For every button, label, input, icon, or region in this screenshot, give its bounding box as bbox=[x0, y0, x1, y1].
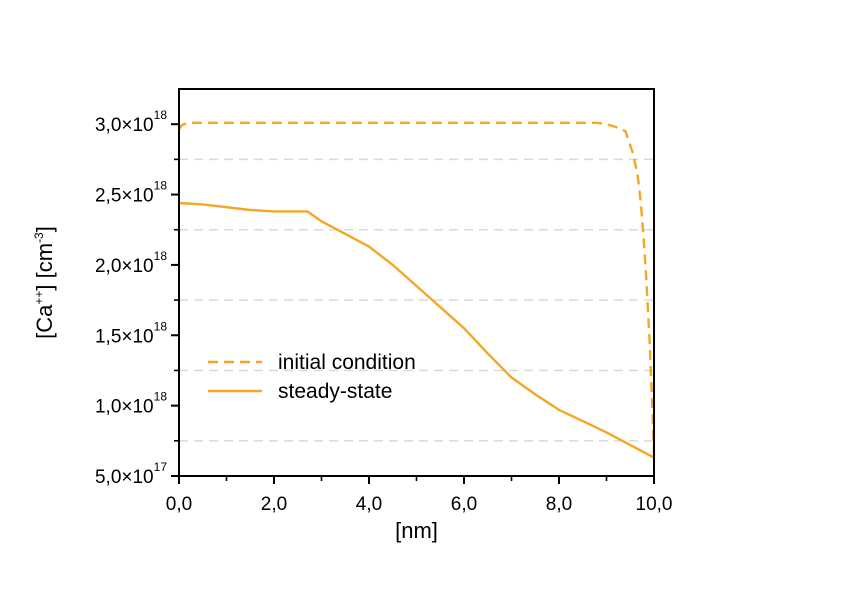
y-tick-exponent: 18 bbox=[154, 319, 168, 333]
y-tick-label-0: 5,0×1017 bbox=[95, 460, 167, 488]
series-lines bbox=[177, 121, 656, 459]
y-tick-mantissa: 2,5×10 bbox=[95, 186, 154, 207]
y-tick-exponent: 18 bbox=[154, 108, 168, 122]
y-tick-mantissa: 2,0×10 bbox=[95, 256, 154, 277]
x-axis-title: [nm] bbox=[395, 518, 438, 543]
legend: initial condition steady-state bbox=[208, 351, 416, 403]
y-title-middle: ] [cm bbox=[32, 243, 57, 291]
y-title-prefix-sup: ++ bbox=[32, 291, 46, 305]
x-tick-label-5: 10,0 bbox=[636, 494, 673, 515]
y-tick-label-4: 2,5×1018 bbox=[95, 179, 167, 207]
y-tick-exponent: 18 bbox=[154, 249, 168, 263]
y-title-prefix: [Ca bbox=[32, 304, 57, 339]
y-axis-title: [Ca++] [cm-3] bbox=[32, 226, 57, 339]
x-tick-label-3: 6,0 bbox=[451, 494, 477, 515]
y-title-suffix: ] bbox=[32, 226, 57, 232]
grid-lines bbox=[179, 158, 654, 442]
tick-labels: 0,0 2,0 4,0 6,0 8,0 10,05,0×10171,0×10181,5×1… bbox=[95, 108, 673, 515]
y-tick-mantissa: 5,0×10 bbox=[95, 467, 154, 488]
x-tick-label-4: 8,0 bbox=[546, 494, 572, 515]
y-tick-mantissa: 1,5×10 bbox=[95, 326, 154, 347]
legend-label-initial-condition: initial condition bbox=[278, 351, 416, 374]
y-title-middle-sup: -3 bbox=[32, 232, 46, 243]
legend-label-steady-state: steady-state bbox=[278, 380, 392, 403]
y-tick-mantissa: 1,0×10 bbox=[95, 397, 154, 418]
y-tick-label-3: 2,0×1018 bbox=[95, 249, 167, 277]
x-tick-label-1: 2,0 bbox=[261, 494, 287, 515]
series-line-initial-condition bbox=[177, 121, 656, 457]
axis-ticks bbox=[171, 123, 655, 484]
y-tick-exponent: 18 bbox=[154, 390, 168, 404]
y-tick-label-2: 1,5×1018 bbox=[95, 319, 167, 347]
y-tick-exponent: 17 bbox=[154, 460, 168, 474]
x-tick-label-0: 0,0 bbox=[166, 494, 192, 515]
y-tick-label-5: 3,0×1018 bbox=[95, 108, 167, 136]
x-tick-label-2: 4,0 bbox=[356, 494, 382, 515]
y-tick-mantissa: 3,0×10 bbox=[95, 115, 154, 136]
y-tick-label-1: 1,0×1018 bbox=[95, 390, 167, 418]
series-line-steady-state bbox=[178, 201, 655, 459]
y-tick-exponent: 18 bbox=[154, 179, 168, 193]
